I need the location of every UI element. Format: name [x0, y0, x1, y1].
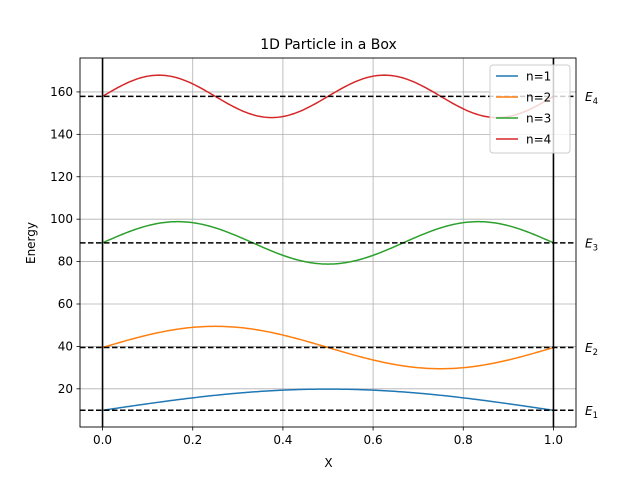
y-tick-label-3: 80: [58, 255, 73, 269]
y-tick-label-2: 60: [58, 297, 73, 311]
x-tick-label-0: 0.0: [93, 433, 112, 447]
y-tick-label-1: 40: [58, 339, 73, 353]
legend-label-n2: n=2: [526, 91, 551, 105]
y-tick-label-7: 160: [50, 85, 73, 99]
energy-level-subscript-2: 2: [593, 348, 598, 358]
legend: n=1 n=2 n=3 n=4: [489, 64, 571, 154]
x-tick-label-4: 0.8: [454, 433, 473, 447]
series-line-n1: [102, 388, 554, 412]
legend-label-n4: n=4: [526, 133, 551, 147]
x-axis: 0.0 0.2 0.4 0.6 0.8 1.0: [93, 427, 563, 447]
chart-title: 1D Particle in a Box: [260, 37, 397, 53]
energy-level-subscript-3: 3: [593, 243, 598, 253]
y-tick-label-0: 20: [58, 382, 73, 396]
y-tick-label-5: 120: [50, 170, 73, 184]
legend-label-n3: n=3: [526, 112, 551, 126]
legend-label-n1: n=1: [526, 70, 551, 84]
y-axis: 20 40 60 80 100 120 140 160: [50, 85, 80, 396]
series-line-n3: [102, 220, 554, 265]
x-tick-label-2: 0.4: [273, 433, 292, 447]
x-tick-label-1: 0.2: [183, 433, 202, 447]
x-axis-label: X: [324, 456, 332, 470]
legend-box: [489, 64, 571, 154]
y-tick-label-4: 100: [50, 212, 73, 226]
energy-level-subscript-4: 4: [593, 97, 598, 107]
x-tick-label-3: 0.6: [364, 433, 383, 447]
energy-level-subscript-1: 1: [593, 411, 598, 421]
y-tick-label-6: 140: [50, 127, 73, 141]
x-tick-label-5: 1.0: [544, 433, 563, 447]
y-axis-label: Energy: [24, 222, 38, 264]
axes-frame: [79, 57, 577, 428]
